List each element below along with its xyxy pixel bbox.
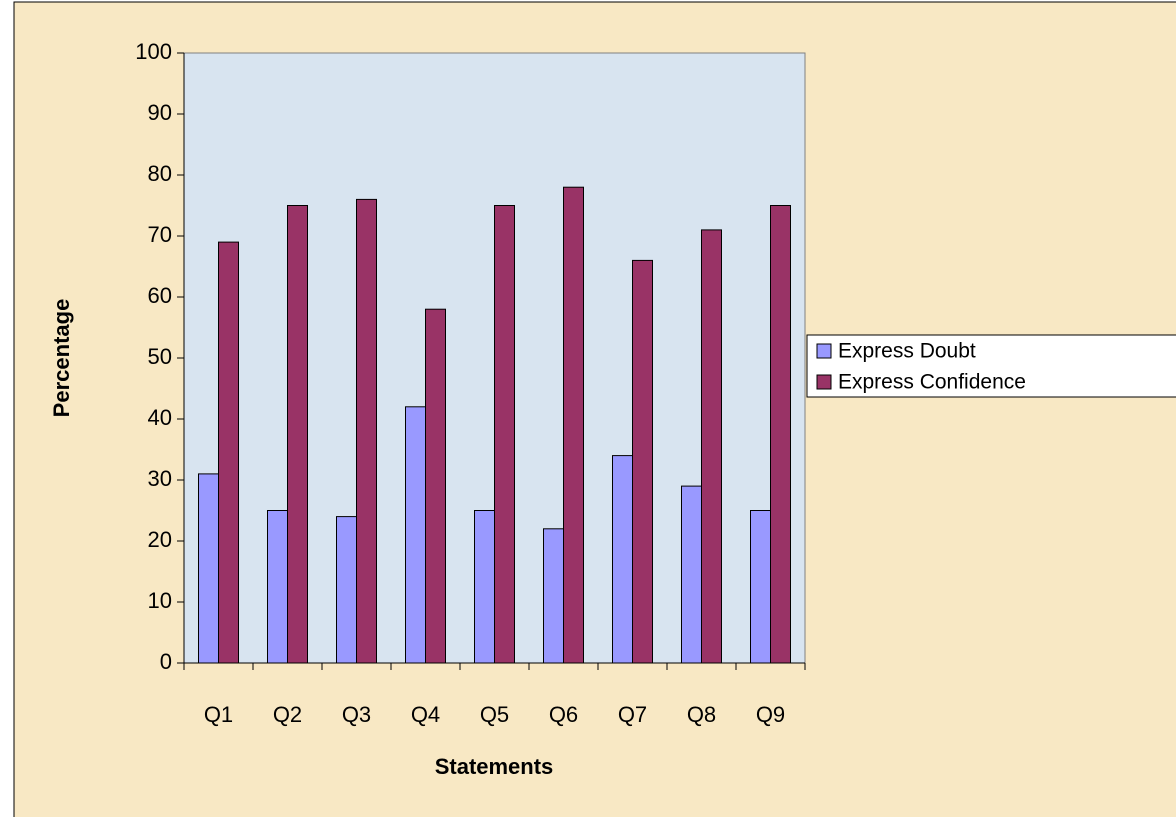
bar bbox=[405, 406, 426, 664]
x-tick-label: Q8 bbox=[687, 702, 716, 727]
y-tick-label: 40 bbox=[148, 405, 172, 430]
bar bbox=[494, 205, 515, 664]
bar bbox=[681, 485, 702, 664]
x-tick-label: Q7 bbox=[618, 702, 647, 727]
y-tick-label: 30 bbox=[148, 466, 172, 491]
y-tick-label: 80 bbox=[148, 161, 172, 186]
x-tick-label: Q1 bbox=[204, 702, 233, 727]
bar bbox=[287, 205, 308, 664]
x-tick-label: Q2 bbox=[273, 702, 302, 727]
y-tick-label: 100 bbox=[135, 39, 172, 64]
x-tick-label: Q6 bbox=[549, 702, 578, 727]
y-tick-label: 0 bbox=[160, 649, 172, 674]
y-axis-title: Percentage bbox=[49, 299, 74, 418]
bar bbox=[563, 186, 584, 664]
bar bbox=[336, 516, 357, 664]
y-tick-label: 50 bbox=[148, 344, 172, 369]
legend-swatch bbox=[816, 343, 832, 359]
legend-swatch bbox=[816, 374, 832, 390]
bar bbox=[198, 473, 219, 664]
y-tick-label: 90 bbox=[148, 100, 172, 125]
y-tick-label: 70 bbox=[148, 222, 172, 247]
bar bbox=[701, 229, 722, 664]
x-tick-label: Q3 bbox=[342, 702, 371, 727]
y-tick-label: 20 bbox=[148, 527, 172, 552]
x-tick-label: Q4 bbox=[411, 702, 440, 727]
bar bbox=[770, 205, 791, 664]
bar bbox=[218, 241, 239, 664]
legend-label: Express Confidence bbox=[838, 371, 1026, 394]
x-axis-title: Statements bbox=[435, 754, 554, 779]
bar bbox=[474, 510, 495, 664]
bar bbox=[543, 528, 564, 664]
y-tick-label: 60 bbox=[148, 283, 172, 308]
bar bbox=[356, 198, 377, 664]
legend-label: Express Doubt bbox=[838, 340, 976, 363]
bar bbox=[632, 259, 653, 664]
x-tick-label: Q9 bbox=[756, 702, 785, 727]
bar bbox=[612, 455, 633, 664]
y-tick-label: 10 bbox=[148, 588, 172, 613]
bar bbox=[750, 510, 771, 664]
bar bbox=[267, 510, 288, 664]
x-tick-label: Q5 bbox=[480, 702, 509, 727]
legend bbox=[806, 334, 1176, 398]
bar bbox=[425, 308, 446, 664]
